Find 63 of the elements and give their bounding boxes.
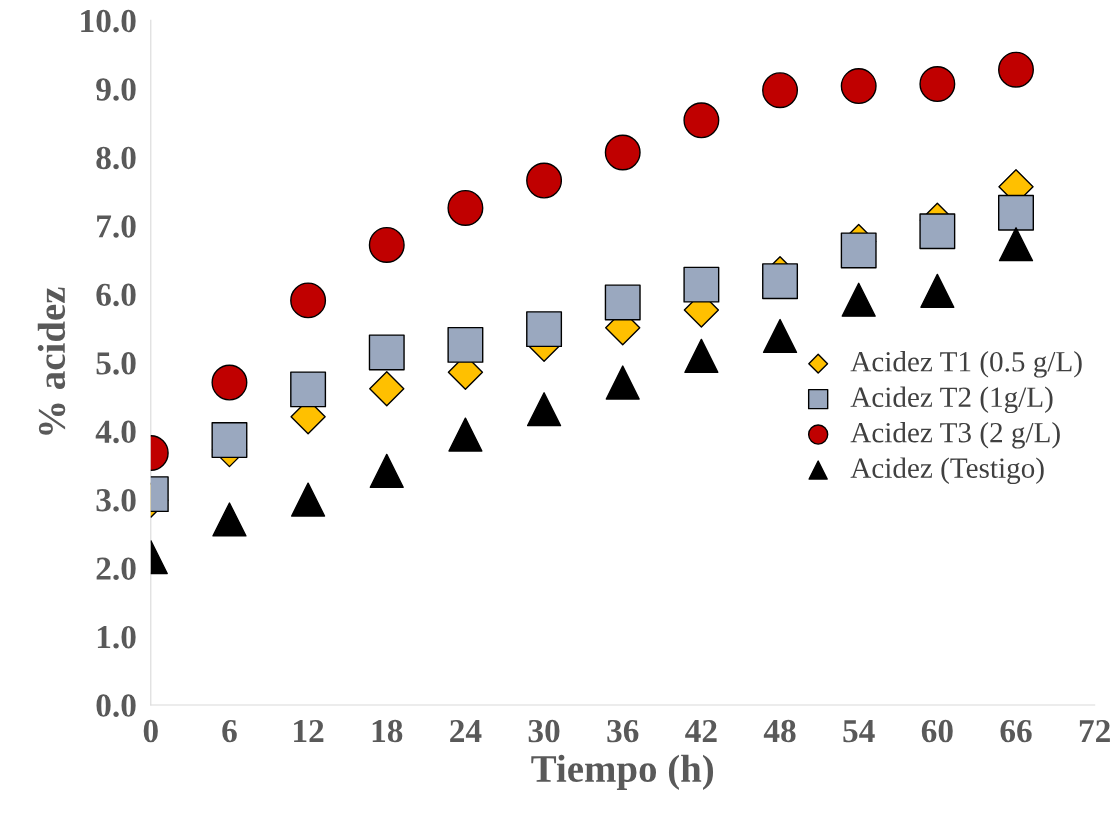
point <box>762 72 799 109</box>
x-tick-label: 18 <box>372 719 403 743</box>
point <box>526 311 563 348</box>
y-tick-label: 10.0 <box>81 9 136 33</box>
point <box>841 282 876 317</box>
point <box>604 134 641 171</box>
point <box>211 422 248 459</box>
point <box>447 326 484 363</box>
legend-label: Acidez T3 (2 g/L) <box>850 422 1060 449</box>
y-tick-label: 2.0 <box>96 557 136 581</box>
point <box>290 371 327 408</box>
x-tick-label: 30 <box>528 719 560 743</box>
point <box>840 232 877 269</box>
point <box>290 282 327 319</box>
legend-label: Acidez (Testigo) <box>850 457 1044 484</box>
legend-label: Acidez T1 (0.5 g/L) <box>850 351 1082 378</box>
x-tick-label: 54 <box>843 720 875 743</box>
point <box>368 334 405 371</box>
point <box>998 194 1034 231</box>
x-tick-label: 12 <box>294 719 324 742</box>
y-tick-label: 7.0 <box>97 215 136 238</box>
point <box>212 502 247 537</box>
y-tick-label: 6.0 <box>96 283 136 307</box>
point <box>369 453 404 488</box>
y-tick-label: 3.0 <box>96 488 136 512</box>
y-tick-label: 4.0 <box>95 420 136 444</box>
point <box>368 226 405 263</box>
x-tick-label: 24 <box>450 719 482 742</box>
point <box>604 284 641 321</box>
point <box>919 66 956 103</box>
x-tick-label: 60 <box>921 719 953 743</box>
point <box>526 162 563 199</box>
y-tick-label: 8.0 <box>96 146 136 170</box>
x-tick-label: 42 <box>685 719 717 742</box>
point <box>605 365 640 400</box>
point <box>920 273 955 308</box>
point <box>762 318 798 354</box>
point <box>448 417 483 452</box>
x-axis-title: Tiempo (h) <box>531 754 714 790</box>
point <box>290 482 326 517</box>
point <box>369 370 405 407</box>
point <box>840 68 877 105</box>
y-tick-label: 5.0 <box>96 352 136 375</box>
x-tick-label: 48 <box>763 719 796 743</box>
point <box>447 189 484 226</box>
point <box>526 392 562 427</box>
x-tick-label: 6 <box>222 719 237 743</box>
y-tick-label: 0.0 <box>96 694 136 718</box>
point <box>998 51 1034 88</box>
y-axis-title: % acidez <box>37 287 66 435</box>
y-tick-label: 1.0 <box>97 625 136 649</box>
point <box>683 266 720 303</box>
point <box>998 227 1034 262</box>
point <box>919 213 956 250</box>
point <box>683 102 720 139</box>
x-tick-label: 72 <box>1079 719 1110 742</box>
y-tick-label: 9.0 <box>96 78 136 101</box>
legend-label: Acidez T2 (1g/L) <box>850 386 1053 414</box>
point <box>684 338 719 373</box>
x-tick-label: 66 <box>1000 719 1032 743</box>
point <box>211 364 248 401</box>
x-tick-label: 36 <box>607 719 639 743</box>
x-tick-label: 0 <box>143 719 158 743</box>
